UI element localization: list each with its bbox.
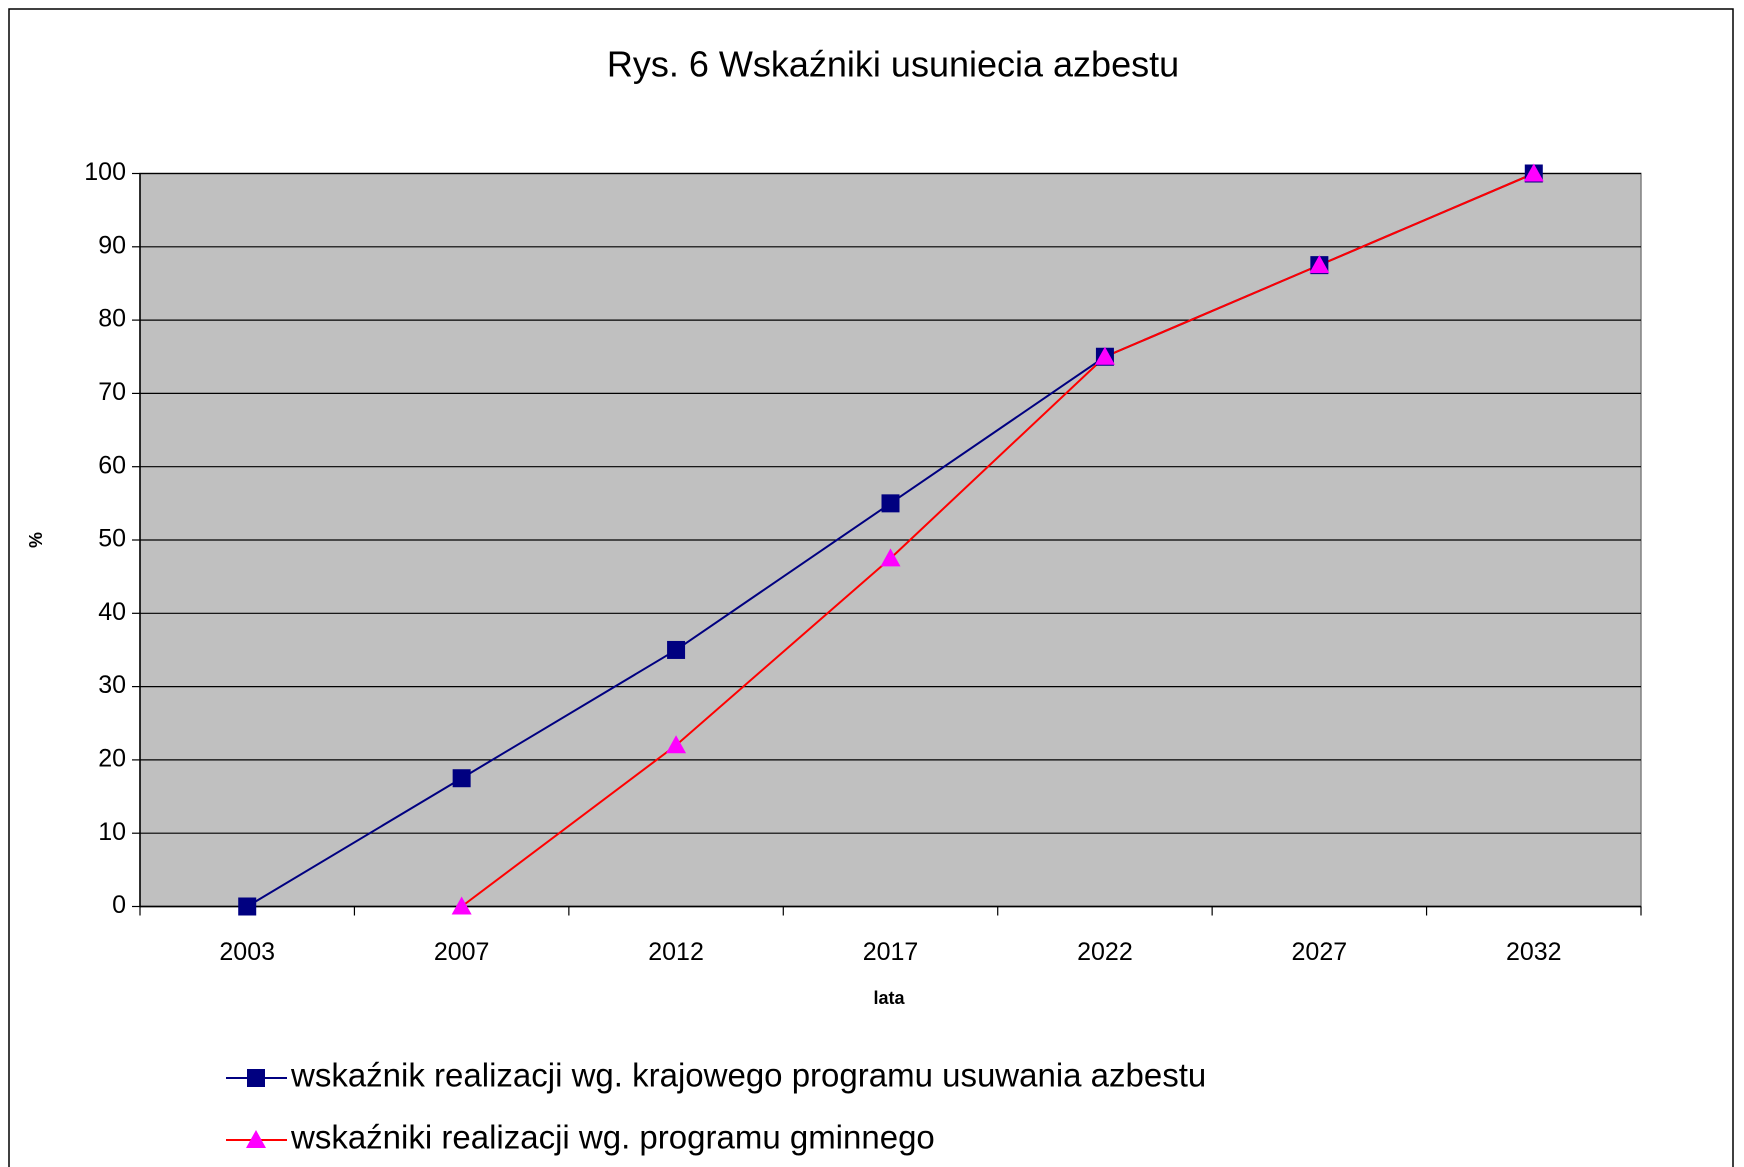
- data-point: [1309, 255, 1330, 274]
- y-tick-label: 20: [98, 745, 126, 773]
- data-point: [881, 494, 900, 513]
- data-point: [1523, 163, 1544, 182]
- legend-label: wskaźnik realizacji wg. krajowego progra…: [290, 1057, 1206, 1094]
- y-tick-label: 70: [98, 378, 126, 406]
- legend-marker: [247, 1069, 265, 1087]
- legend-label: wskaźniki realizacji wg. programu gminne…: [290, 1119, 935, 1156]
- x-tick-label: 2022: [1077, 938, 1133, 966]
- data-point: [238, 897, 257, 916]
- chart-title: Rys. 6 Wskaźniki usuniecia azbestu: [607, 44, 1179, 85]
- y-tick-label: 80: [98, 305, 126, 333]
- y-tick-label: 0: [112, 891, 126, 919]
- y-tick-label: 30: [98, 671, 126, 699]
- data-point: [1094, 346, 1115, 365]
- x-tick-label: 2027: [1292, 938, 1348, 966]
- y-tick-label: 40: [98, 598, 126, 626]
- x-tick-label: 2012: [648, 938, 704, 966]
- y-tick-label: 100: [84, 158, 126, 186]
- x-tick-label: 2003: [219, 938, 275, 966]
- x-tick-label: 2007: [434, 938, 490, 966]
- x-tick-label: 2017: [863, 938, 919, 966]
- y-tick-label: 90: [98, 231, 126, 259]
- x-axis-label: lata: [873, 988, 905, 1008]
- data-point: [880, 548, 901, 567]
- data-point: [666, 735, 687, 754]
- y-tick-label: 10: [98, 818, 126, 846]
- legend-marker: [246, 1130, 266, 1148]
- y-tick-label: 60: [98, 451, 126, 479]
- series-line: [461, 172, 1535, 908]
- data-point: [451, 896, 472, 915]
- data-point: [452, 769, 471, 788]
- y-tick-label: 50: [98, 525, 126, 553]
- data-point: [667, 640, 686, 659]
- y-axis-label: %: [26, 532, 46, 548]
- x-tick-label: 2032: [1506, 938, 1562, 966]
